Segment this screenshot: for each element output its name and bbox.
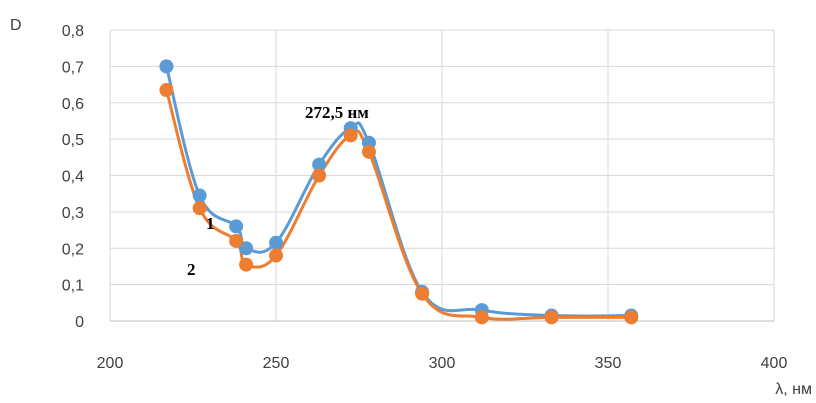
- y-tick-label: 0,5: [62, 132, 84, 149]
- x-tick-label: 300: [429, 355, 456, 372]
- series-lines: [164, 66, 632, 321]
- series-2-point: [312, 168, 327, 183]
- series-2-point: [229, 233, 244, 248]
- series-1-point: [269, 235, 283, 250]
- y-tick-label: 0: [75, 314, 84, 331]
- x-axis-label: λ, нм: [775, 381, 812, 398]
- series-2-point: [159, 83, 174, 98]
- y-tick-label: 0,2: [62, 241, 84, 258]
- series-1-annotation: 1: [206, 214, 215, 233]
- y-axis-label: D: [10, 17, 22, 34]
- series-points: [159, 59, 639, 325]
- series-2-point: [415, 286, 430, 301]
- series-1-line: [164, 66, 632, 318]
- series-1-point: [229, 219, 244, 234]
- series-1-point: [192, 188, 207, 203]
- y-tick-labels: 0 0,1 0,2 0,3 0,4 0,5 0,6 0,7 0,8: [62, 23, 84, 331]
- series-2-annotation: 2: [187, 260, 196, 279]
- series-1-point: [239, 241, 254, 256]
- peak-annotation: 272,5 нм: [305, 103, 369, 122]
- series-2-point: [239, 257, 254, 272]
- series-1-point: [159, 59, 174, 74]
- series-2-point: [474, 310, 489, 325]
- series-2-point: [624, 310, 639, 325]
- x-tick-labels: 200 250 300 350 400: [97, 355, 788, 372]
- x-tick-label: 250: [263, 355, 290, 372]
- y-tick-label: 0,6: [62, 96, 84, 113]
- x-tick-label: 350: [595, 355, 622, 372]
- y-tick-label: 0,8: [62, 23, 84, 40]
- series-2-point: [544, 310, 559, 325]
- y-tick-label: 0,3: [62, 205, 84, 222]
- series-2-point: [192, 201, 207, 216]
- y-tick-label: 0,7: [62, 59, 84, 76]
- x-tick-label: 400: [761, 355, 788, 372]
- y-tick-label: 0,4: [62, 169, 84, 186]
- x-tick-label: 200: [97, 355, 124, 372]
- gridlines: [109, 29, 775, 322]
- y-tick-label: 0,1: [62, 278, 84, 295]
- series-2-point: [361, 144, 376, 159]
- series-2-point: [343, 128, 358, 143]
- series-2-point: [269, 248, 283, 263]
